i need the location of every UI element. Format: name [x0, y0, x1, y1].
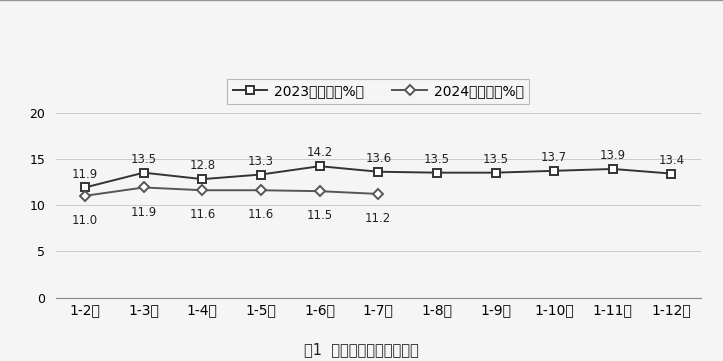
2023年增速（%）	[374, 170, 382, 174]
2023年增速（%）	[315, 164, 324, 168]
Text: 11.9: 11.9	[131, 205, 157, 218]
2023年增速（%）	[257, 172, 265, 177]
Text: 13.4: 13.4	[659, 154, 685, 167]
Line: 2023年增速（%）: 2023年增速（%）	[81, 162, 675, 191]
2023年增速（%）	[198, 177, 207, 181]
2024年增速（%）	[374, 192, 382, 196]
Text: 13.5: 13.5	[482, 153, 508, 166]
Text: 13.3: 13.3	[248, 155, 274, 168]
Text: 11.5: 11.5	[307, 209, 333, 222]
2023年增速（%）	[491, 170, 500, 175]
2024年增速（%）	[198, 188, 207, 192]
Text: 11.6: 11.6	[189, 208, 215, 221]
2023年增速（%）	[432, 170, 441, 175]
2024年增速（%）	[257, 188, 265, 192]
Text: 13.5: 13.5	[424, 153, 450, 166]
Text: 11.9: 11.9	[72, 168, 98, 180]
Text: 11.2: 11.2	[365, 212, 391, 225]
Text: 12.8: 12.8	[189, 159, 215, 172]
Text: 14.2: 14.2	[307, 146, 333, 159]
2024年增速（%）	[315, 189, 324, 193]
Text: 11.6: 11.6	[248, 208, 274, 221]
Text: 11.0: 11.0	[72, 214, 98, 227]
Text: 13.6: 13.6	[365, 152, 391, 165]
2023年增速（%）	[140, 170, 148, 175]
Legend: 2023年增速（%）, 2024年增速（%）: 2023年增速（%）, 2024年增速（%）	[227, 79, 529, 104]
2023年增速（%）	[81, 185, 90, 190]
2023年增速（%）	[549, 169, 558, 173]
2023年增速（%）	[667, 171, 676, 176]
2024年增速（%）	[140, 185, 148, 190]
Text: 图1  软件业务收入增长情况: 图1 软件业务收入增长情况	[304, 342, 419, 357]
Text: 13.7: 13.7	[541, 151, 568, 164]
Text: 13.5: 13.5	[131, 153, 157, 166]
2023年增速（%）	[609, 167, 617, 171]
Line: 2024年增速（%）: 2024年增速（%）	[82, 184, 382, 199]
Text: 13.9: 13.9	[600, 149, 626, 162]
2024年增速（%）	[81, 193, 90, 198]
